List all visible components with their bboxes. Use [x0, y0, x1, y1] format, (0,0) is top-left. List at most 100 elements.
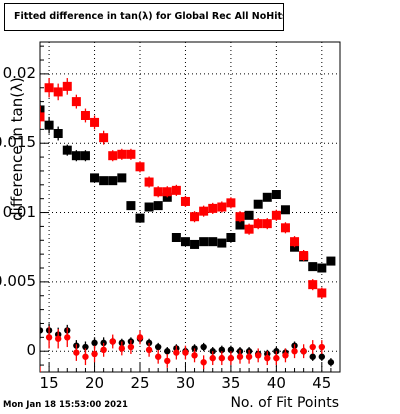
data-point [154, 353, 162, 360]
x-tick-label: 40 [266, 374, 286, 392]
data-point [191, 352, 198, 359]
x-tick-label: 45 [312, 374, 332, 392]
data-point [117, 173, 127, 183]
data-point [182, 349, 189, 356]
grid-lines [40, 42, 340, 372]
y-tick-label: 0.01 [2, 202, 36, 221]
data-point [317, 263, 327, 273]
data-point [171, 185, 181, 195]
data-point [135, 162, 145, 172]
data-point [180, 237, 190, 247]
data-point [300, 348, 307, 355]
data-point [108, 151, 118, 161]
data-point [227, 354, 235, 362]
data-point [208, 203, 218, 213]
data-point [227, 346, 235, 354]
data-point [317, 288, 327, 298]
data-point [190, 212, 200, 222]
data-point [199, 237, 209, 247]
data-point [218, 346, 226, 354]
data-point [71, 151, 81, 161]
data-point [44, 83, 54, 93]
data-point [235, 212, 245, 222]
plot-frame [39, 41, 341, 373]
data-point [82, 353, 89, 360]
data-point [108, 176, 118, 186]
data-point [226, 198, 236, 208]
data-point [245, 353, 253, 360]
data-point [235, 220, 245, 230]
data-point [200, 359, 207, 366]
data-point [180, 196, 190, 206]
data-point [190, 239, 200, 249]
data-point [73, 349, 80, 356]
data-point [136, 334, 144, 341]
data-point [236, 353, 244, 360]
data-point [44, 120, 54, 130]
data-point [318, 353, 326, 360]
data-point [254, 352, 262, 359]
data-point [209, 354, 216, 362]
data-point [308, 262, 318, 272]
data-point [62, 145, 72, 155]
data-point [217, 238, 227, 248]
data-point [253, 219, 263, 229]
data-point [226, 233, 236, 243]
data-point [200, 343, 207, 351]
data-point [191, 345, 198, 352]
data-point [164, 357, 171, 365]
data-point [80, 110, 90, 120]
data-point [153, 187, 163, 197]
data-point [126, 149, 136, 159]
data-point [53, 87, 63, 97]
data-point [264, 354, 271, 362]
data-point [154, 343, 162, 351]
data-point [291, 348, 298, 355]
timestamp: Mon Jan 18 15:53:00 2021 [3, 400, 128, 410]
y-tick-label: 0 [26, 341, 36, 360]
data-point [280, 205, 290, 215]
data-point [327, 359, 335, 366]
data-point [208, 237, 218, 247]
data-point [126, 201, 136, 211]
x-tick-label: 35 [221, 374, 241, 392]
data-marks [40, 78, 336, 372]
series-3 [40, 326, 326, 372]
data-point [271, 190, 281, 200]
data-point [164, 348, 171, 355]
data-point [91, 350, 98, 358]
data-point [40, 112, 45, 122]
data-point [117, 149, 127, 159]
data-point [145, 339, 153, 347]
data-point [290, 237, 300, 247]
data-point [262, 219, 272, 229]
x-tick-label: 30 [175, 374, 195, 392]
data-point [80, 151, 90, 161]
data-point [280, 223, 290, 233]
data-point [54, 335, 62, 342]
x-axis-title: No. of Fit Points [230, 395, 339, 411]
y-tick-label: 0.015 [0, 133, 36, 152]
data-point [109, 338, 116, 345]
data-point [53, 129, 63, 139]
data-point [90, 173, 100, 183]
data-point [100, 339, 107, 347]
chart-title: Fitted difference in tan(λ) for Global R… [4, 3, 284, 31]
data-point [299, 251, 309, 261]
data-point [217, 202, 227, 212]
data-point [118, 345, 126, 352]
data-point [171, 233, 181, 243]
data-point [82, 343, 89, 351]
data-point [162, 187, 172, 197]
data-point [244, 224, 254, 234]
series-1 [40, 78, 327, 299]
data-point [309, 343, 316, 351]
data-point [218, 354, 226, 362]
data-point [62, 81, 72, 91]
data-point [99, 176, 109, 186]
data-point [253, 199, 263, 209]
data-point [145, 346, 153, 354]
data-point [99, 133, 109, 143]
data-point [40, 105, 45, 115]
